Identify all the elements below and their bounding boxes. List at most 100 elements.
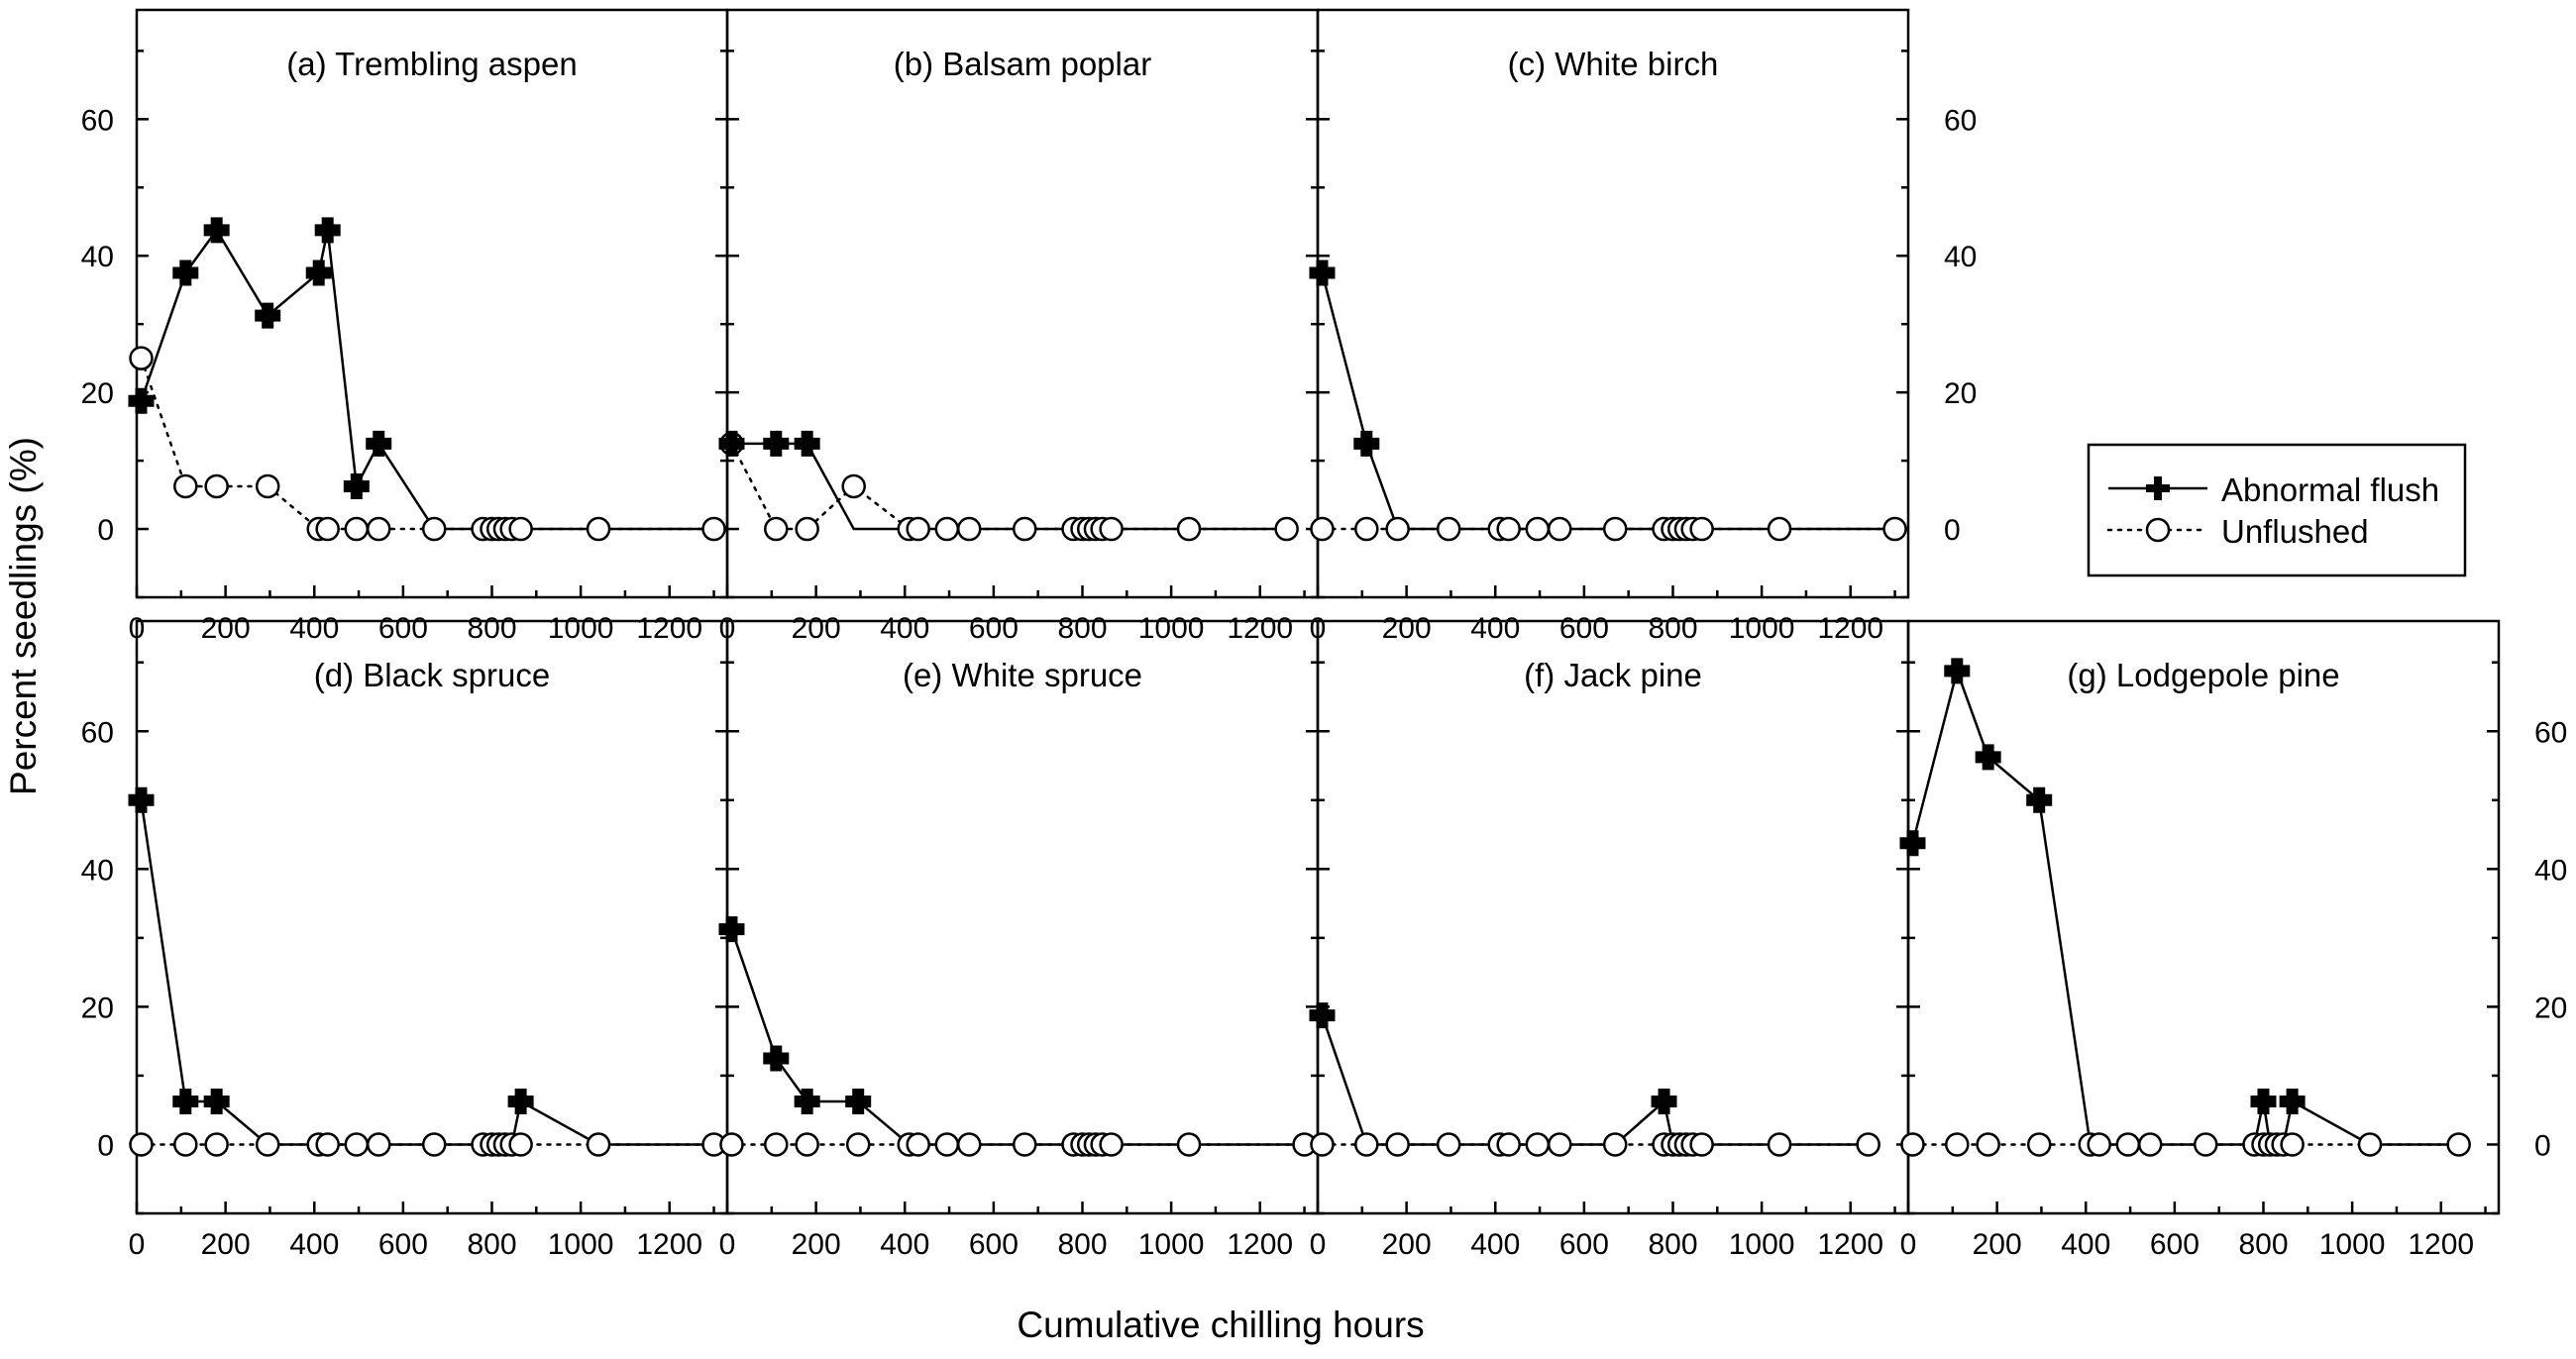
x-tick-label: 0: [1310, 1228, 1327, 1261]
x-tick-label: 400: [880, 612, 929, 645]
unflushed-point: [315, 1132, 340, 1157]
panel-title: (f) Jack pine: [1524, 657, 1702, 693]
unflushed-point: [1274, 516, 1299, 542]
x-tick-label: 1200: [636, 1228, 702, 1261]
panel-g: 0 200 400 600 800 1000 1200 0 20 40 60 (g) Lodgepol…: [1899, 619, 2567, 1261]
unflushed-point: [1496, 516, 1521, 542]
x-tick-label: 600: [1559, 612, 1609, 645]
panel-title: (c) White birch: [1508, 46, 1719, 82]
unflushed-point: [934, 1132, 960, 1157]
unflushed-point: [2446, 1132, 2471, 1157]
y-tick-label: 20: [81, 992, 114, 1024]
panel-title: (g) Lodgepole pine: [2067, 657, 2339, 693]
x-tick-label: 1200: [1817, 612, 1883, 645]
x-tick-label: 200: [1382, 1228, 1432, 1261]
y-axis-label: Percent seedlings (%): [3, 437, 44, 795]
panel-e: 0 200 400 600 800 1000 1200 (e) White spruce: [718, 619, 1320, 1261]
x-tick-label: 800: [1057, 612, 1107, 645]
abnormal-point: [2250, 1089, 2277, 1115]
unflushed-point: [1525, 516, 1551, 542]
abnormal-point: [718, 916, 745, 943]
abnormal-point: [1899, 830, 1926, 857]
x-tick-label: 200: [792, 1228, 841, 1261]
abnormal-point: [507, 1089, 534, 1115]
unflushed-point: [421, 1132, 447, 1157]
abnormal-series-line: [140, 799, 714, 1146]
x-tick-label: 600: [969, 612, 1019, 645]
abnormal-point: [128, 387, 155, 414]
x-tick-label: 1000: [2319, 1228, 2386, 1261]
x-tick-label: 400: [1470, 1228, 1520, 1261]
y-tick-label-right: 40: [2534, 854, 2567, 887]
unflushed-point: [508, 516, 533, 542]
unflushed-point: [1525, 1132, 1551, 1157]
legend-abnormal-marker: [2146, 476, 2170, 500]
x-tick-label: 800: [1057, 1228, 1107, 1261]
panel-title: (a) Trembling aspen: [286, 46, 577, 82]
unflushed-point: [956, 1132, 982, 1157]
x-tick-label: 800: [2238, 1228, 2288, 1261]
x-tick-label: 200: [1973, 1228, 2022, 1261]
abnormal-series-line: [1911, 667, 2459, 1146]
y-tick-label: 40: [81, 854, 114, 887]
abnormal-point: [255, 302, 281, 329]
unflushed-point: [586, 516, 611, 542]
x-tick-label: 200: [792, 612, 841, 645]
unflushed-point: [1689, 516, 1714, 542]
unflushed-point: [204, 473, 229, 499]
unflushed-point: [255, 473, 280, 499]
x-tick-label: 1200: [1227, 612, 1293, 645]
legend: Abnormal flush Unflushed: [2087, 443, 2467, 577]
x-tick-label: 800: [467, 1228, 516, 1261]
abnormal-point: [718, 430, 745, 457]
x-tick-label: 600: [969, 1228, 1019, 1261]
abnormal-point: [1651, 1089, 1677, 1115]
unflushed-point: [795, 516, 819, 542]
unflushed-series-line: [140, 357, 715, 531]
y-tick-label-right: 60: [1944, 104, 1977, 137]
unflushed-point: [1945, 1132, 1970, 1157]
panel-title: (b) Balsam poplar: [894, 46, 1151, 82]
unflushed-point: [586, 1132, 611, 1157]
unflushed-point: [764, 1132, 789, 1157]
abnormal-series-line: [730, 928, 1305, 1146]
unflushed-point: [1012, 516, 1037, 542]
unflushed-point: [1385, 516, 1410, 542]
abnormal-point: [343, 472, 370, 499]
unflushed-point: [421, 516, 447, 542]
unflushed-point: [1099, 516, 1124, 542]
unflushed-point: [344, 1132, 370, 1157]
unflushed-point: [1354, 1132, 1379, 1157]
y-tick-label-right: 40: [1944, 241, 1977, 273]
x-tick-label: 400: [289, 1228, 339, 1261]
abnormal-point: [172, 1089, 199, 1115]
unflushed-point: [701, 516, 726, 542]
unflushed-point: [1976, 1132, 2000, 1157]
abnormal-point: [2026, 786, 2053, 813]
unflushed-point: [906, 1132, 930, 1157]
panel-b: 0 200 400 600 800 1000 1200(b) Balsam poplar: [718, 8, 1320, 645]
unflushed-point: [2357, 1132, 2383, 1157]
unflushed-point: [2137, 1132, 2163, 1157]
abnormal-point: [794, 1089, 820, 1115]
x-tick-label: 600: [1559, 1228, 1609, 1261]
x-tick-label: 1000: [548, 1228, 614, 1261]
unflushed-point: [508, 1132, 533, 1157]
unflushed-point: [1496, 1132, 1521, 1157]
unflushed-point: [344, 516, 370, 542]
unflushed-point: [764, 516, 789, 542]
unflushed-point: [1856, 1132, 1880, 1157]
abnormal-point: [794, 430, 820, 457]
unflushed-point: [2193, 1132, 2218, 1157]
unflushed-point: [845, 1132, 871, 1157]
x-axis-label: Cumulative chilling hours: [1017, 1305, 1424, 1345]
x-tick-label: 600: [378, 612, 428, 645]
unflushed-point: [1099, 1132, 1124, 1157]
panel-frame: [725, 8, 1320, 599]
unflushed-point: [1176, 1132, 1202, 1157]
x-tick-label: 400: [289, 612, 339, 645]
panel-frame: [1316, 619, 1910, 1215]
unflushed-point: [315, 516, 340, 542]
abnormal-point: [845, 1089, 872, 1115]
